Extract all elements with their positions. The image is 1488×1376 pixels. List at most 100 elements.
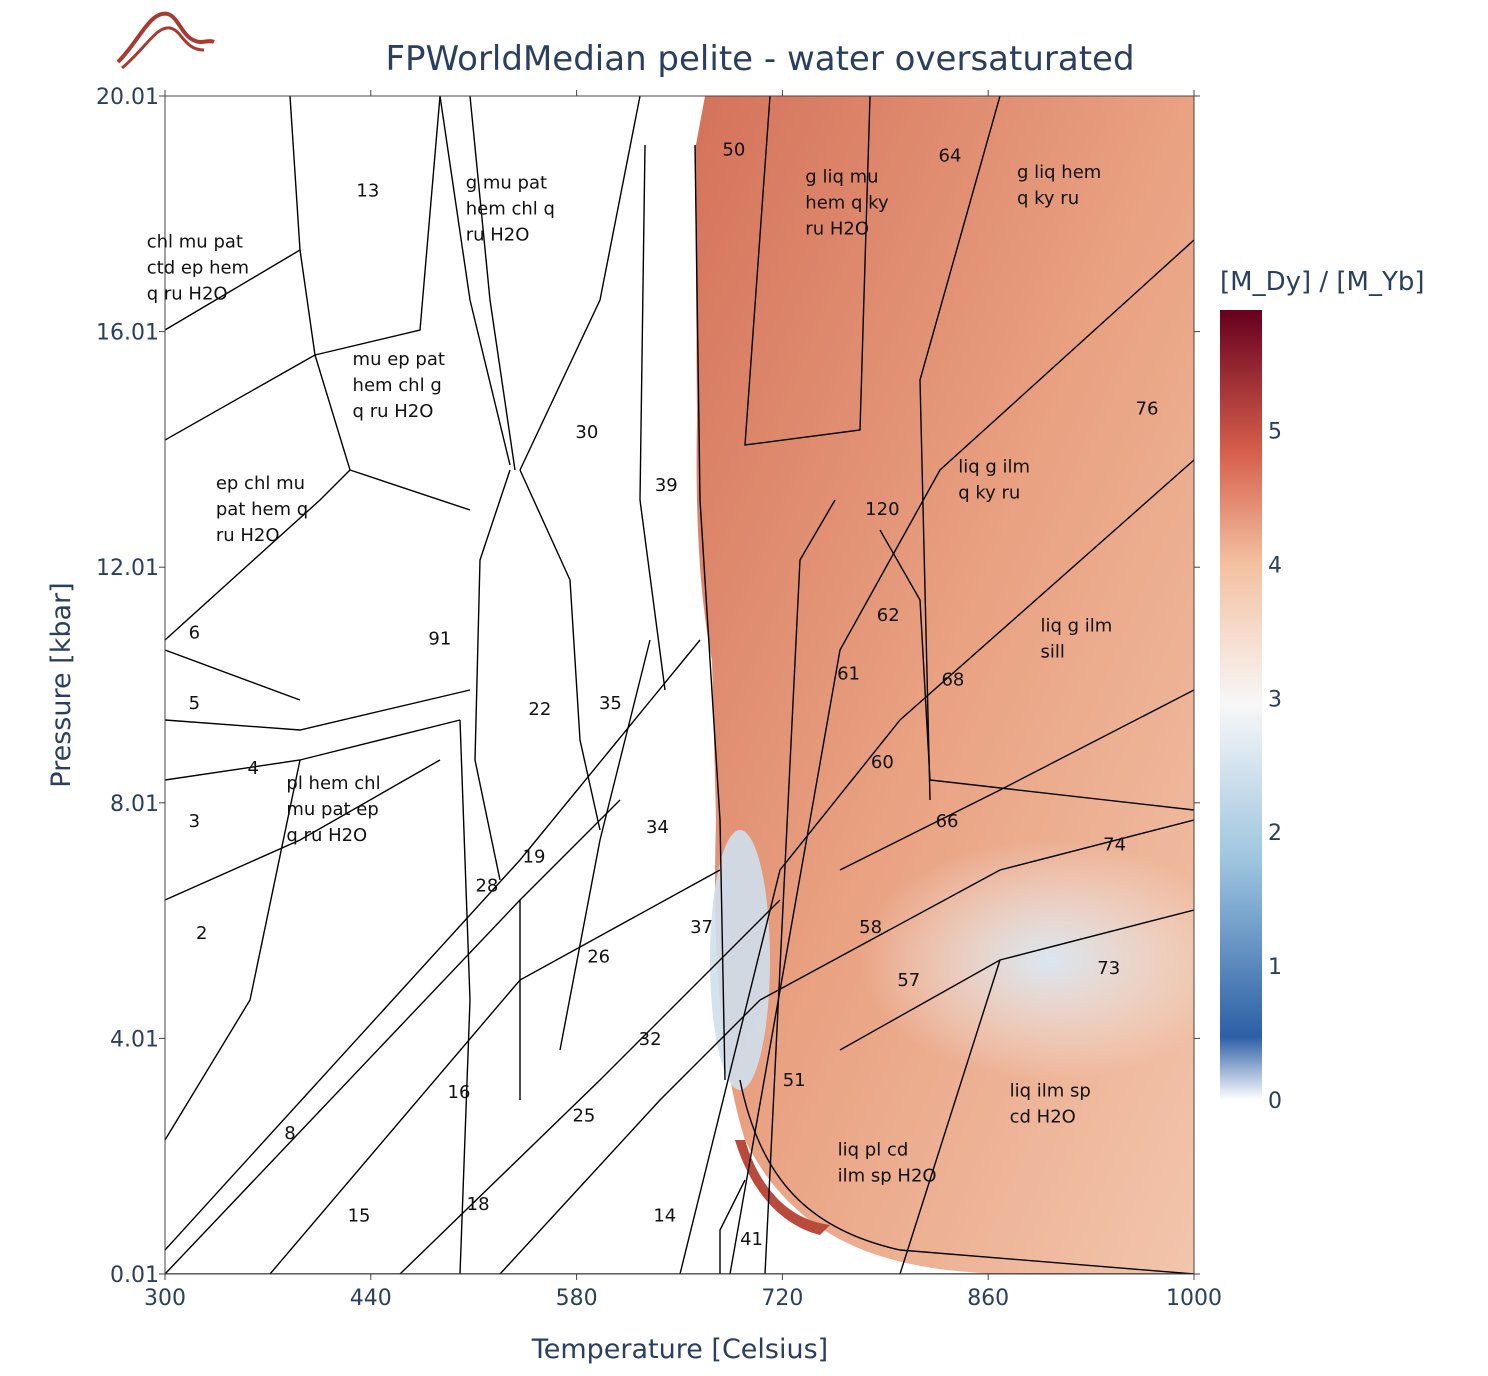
field-number: 32 — [639, 1029, 662, 1050]
field-number: 91 — [428, 628, 451, 649]
field-number: 74 — [1103, 835, 1126, 856]
field-label: g liq mu hem q ky ru H2O — [805, 166, 889, 239]
y-tick-label: 12.01 — [96, 556, 159, 581]
y-tick-label: 4.01 — [110, 1027, 159, 1052]
colorbar-tick-label: 5 — [1268, 420, 1282, 445]
boundary-line — [165, 759, 441, 901]
field-number: 41 — [740, 1229, 763, 1250]
field-number: 15 — [348, 1206, 371, 1227]
field-number: 61 — [837, 664, 860, 685]
y-tick-label: 8.01 — [110, 792, 159, 817]
field-number: 57 — [897, 970, 920, 991]
field-number: 13 — [356, 181, 379, 202]
x-tick-label: 440 — [350, 1286, 392, 1311]
field-labels: chl mu pat ctd ep hem q ru H2O mu ep pat hem… — [147, 162, 1113, 1187]
field-number: 8 — [284, 1123, 295, 1144]
high-ratio-band — [735, 1140, 830, 1235]
boundary-line — [165, 649, 301, 701]
field-label: pl hem chl mu pat ep q ru H2O — [286, 773, 380, 846]
boundary-line — [694, 144, 726, 1081]
plot-frame — [164, 95, 1195, 1275]
field-number: 37 — [690, 917, 713, 938]
logo-icon — [116, 11, 215, 70]
boundary-line — [165, 799, 621, 1274]
boundary-line — [739, 1079, 1194, 1274]
boundary-line — [744, 96, 871, 446]
y-tick-label: 0.01 — [110, 1263, 159, 1288]
field-number: 5 — [189, 693, 200, 714]
field-label: liq pl cd ilm sp H2O — [838, 1140, 937, 1187]
boundary-line — [559, 639, 651, 1051]
field-number: 66 — [936, 811, 959, 832]
colorbar-tick-label: 0 — [1268, 1089, 1282, 1114]
field-number: 64 — [939, 145, 962, 166]
boundary-line — [639, 144, 666, 691]
boundary-line — [879, 529, 1194, 811]
colorbar-ticks: 0 1 2 3 4 5 — [1268, 420, 1282, 1114]
axes: 300 440 580 720 860 10000.014.018.0112.0116.0… — [96, 85, 1222, 1311]
field-number: 50 — [722, 139, 745, 160]
colorbar — [1220, 310, 1262, 1100]
colorbar-tick-label: 2 — [1268, 821, 1282, 846]
field-number: 35 — [599, 693, 622, 714]
boundary-line — [469, 96, 516, 471]
boundary-line — [165, 249, 316, 441]
boundary-line — [719, 1179, 746, 1274]
boundary-line — [399, 899, 781, 1274]
field-number: 58 — [859, 917, 882, 938]
x-tick-label: 860 — [967, 1286, 1009, 1311]
field-label: liq ilm sp cd H2O — [1010, 1081, 1091, 1128]
boundary-line — [165, 719, 461, 781]
boundary-line — [165, 759, 301, 1141]
field-number: 34 — [646, 817, 669, 838]
boundary-line — [764, 499, 836, 1274]
field-number: 73 — [1097, 958, 1120, 979]
x-tick-label: 580 — [556, 1286, 598, 1311]
boundary-line — [919, 96, 1001, 801]
boundary-line — [679, 459, 1194, 1274]
boundary-line — [459, 719, 471, 1274]
field-number: 28 — [475, 876, 498, 897]
field-label: liq g ilm sill — [1041, 615, 1113, 662]
boundary-line — [474, 469, 511, 881]
field-number: 4 — [247, 758, 258, 779]
chart-title: FPWorldMedian pelite - water oversaturat… — [385, 39, 1134, 79]
field-number: 120 — [865, 499, 899, 520]
y-tick-label: 16.01 — [96, 321, 159, 346]
boundary-line — [759, 819, 1194, 1001]
field-number: 39 — [655, 475, 678, 496]
boundary-line — [439, 96, 511, 466]
field-number: 2 — [196, 923, 207, 944]
field-boundaries — [165, 96, 1194, 1274]
low-ratio-core — [710, 830, 770, 1090]
field-number: 76 — [1136, 399, 1159, 420]
field-label: ep chl mu pat hem q ru H2O — [216, 473, 308, 546]
field-number: 51 — [783, 1070, 806, 1091]
field-number: 14 — [653, 1206, 676, 1227]
field-number: 19 — [523, 846, 546, 867]
y-axis-title: Pressure [kbar] — [46, 582, 77, 787]
field-number: 22 — [528, 699, 551, 720]
field-number: 68 — [941, 670, 964, 691]
field-number: 3 — [189, 811, 200, 832]
boundary-line — [839, 689, 1194, 871]
field-number: 62 — [877, 605, 900, 626]
field-number: 30 — [575, 422, 598, 443]
field-number: 60 — [871, 752, 894, 773]
boundary-line — [165, 689, 471, 731]
boundary-line — [899, 959, 1001, 1274]
field-number: 25 — [572, 1105, 595, 1126]
colorbar-tick-label: 3 — [1268, 687, 1282, 712]
field-number: 16 — [448, 1082, 471, 1103]
boundary-line — [499, 999, 761, 1274]
boundary-line — [314, 96, 441, 356]
boundary-line — [729, 239, 1194, 1274]
x-tick-label: 300 — [144, 1286, 186, 1311]
field-number: 18 — [467, 1194, 490, 1215]
x-tick-label: 1000 — [1166, 1286, 1222, 1311]
colorbar-tick-label: 1 — [1268, 955, 1282, 980]
field-number: 6 — [189, 622, 200, 643]
